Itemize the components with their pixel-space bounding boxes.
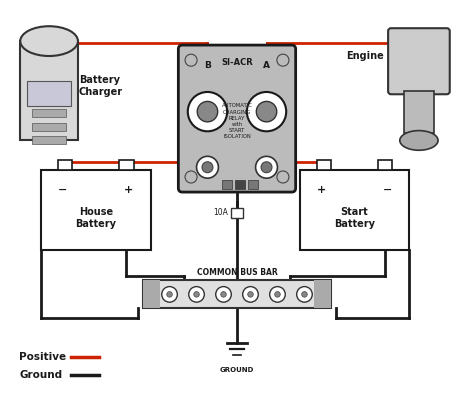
Circle shape [185, 171, 197, 183]
Text: A: A [263, 61, 270, 70]
Circle shape [255, 156, 277, 178]
Bar [314, 280, 331, 308]
Bar [317, 160, 331, 170]
Text: GROUND: GROUND [220, 367, 254, 373]
FancyBboxPatch shape [388, 28, 450, 94]
Text: Positive: Positive [19, 352, 66, 362]
Bar [235, 180, 245, 189]
Circle shape [162, 286, 177, 302]
Circle shape [197, 102, 218, 122]
Circle shape [216, 286, 231, 302]
Text: +: + [124, 185, 133, 195]
Text: Battery
Charger: Battery Charger [79, 75, 123, 97]
Circle shape [256, 102, 277, 122]
Bar [404, 91, 434, 133]
Circle shape [243, 286, 258, 302]
Bar [119, 160, 134, 170]
Bar [20, 41, 78, 140]
Circle shape [194, 292, 199, 297]
Circle shape [297, 286, 312, 302]
Bar [143, 280, 160, 308]
Circle shape [202, 162, 213, 173]
Text: −: − [383, 185, 392, 195]
Text: Engine: Engine [346, 51, 384, 61]
Circle shape [275, 292, 280, 297]
Circle shape [248, 292, 253, 297]
Text: B: B [204, 61, 211, 70]
Bar [41, 170, 151, 250]
Bar [58, 160, 73, 170]
Bar [378, 160, 392, 170]
Text: SI-ACR: SI-ACR [221, 58, 253, 67]
Circle shape [277, 54, 289, 66]
Bar [231, 208, 243, 218]
Circle shape [221, 292, 226, 297]
Circle shape [197, 156, 219, 178]
Bar [143, 280, 331, 308]
Bar [32, 122, 66, 131]
Bar [300, 170, 409, 250]
Bar [222, 180, 231, 189]
Circle shape [261, 162, 272, 173]
Bar [248, 180, 258, 189]
Text: −: − [58, 185, 68, 195]
Circle shape [188, 92, 227, 131]
Text: Ground: Ground [19, 370, 63, 380]
FancyBboxPatch shape [178, 45, 296, 192]
Circle shape [167, 292, 173, 297]
Circle shape [270, 286, 285, 302]
Ellipse shape [400, 131, 438, 150]
Circle shape [301, 292, 307, 297]
Bar [27, 81, 71, 106]
Text: House
Battery: House Battery [75, 207, 116, 229]
Bar [32, 136, 66, 144]
Ellipse shape [20, 26, 78, 56]
Text: AUTOMATIC
CHARGING
RELAY
with
START
ISOLATION: AUTOMATIC CHARGING RELAY with START ISOL… [221, 103, 253, 140]
Text: +: + [317, 185, 326, 195]
Bar [32, 109, 66, 117]
Text: COMMON BUS BAR: COMMON BUS BAR [197, 268, 277, 277]
Circle shape [247, 92, 286, 131]
Circle shape [185, 54, 197, 66]
Text: Start
Battery: Start Battery [334, 207, 375, 229]
Circle shape [277, 171, 289, 183]
Text: 10A: 10A [213, 208, 228, 217]
Circle shape [189, 286, 204, 302]
